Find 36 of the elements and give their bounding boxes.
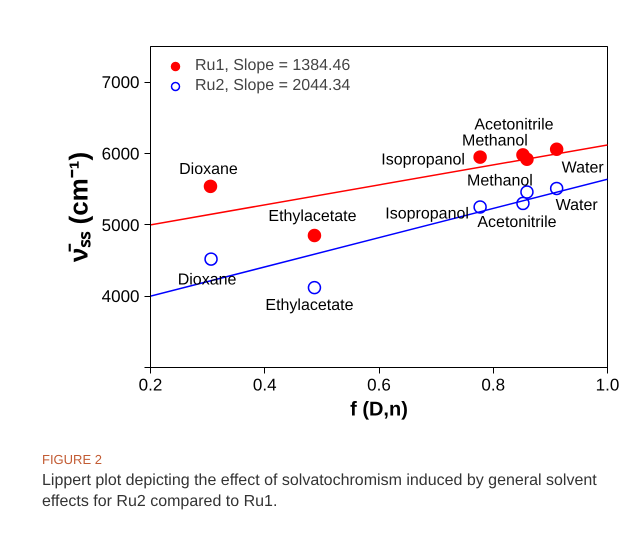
annotation: Isopropanol xyxy=(385,206,469,222)
x-tick-label: 1.0 xyxy=(596,376,620,394)
y-axis-title: ν̄ₛₛ (cm⁻¹) xyxy=(64,152,94,262)
annotation: Water xyxy=(556,196,598,214)
x-tick-label: 0.6 xyxy=(367,376,391,394)
annotation: Acetonitrile xyxy=(474,116,554,134)
point xyxy=(550,182,564,196)
legend-label: Ru1, Slope = 1384.46 xyxy=(195,57,350,75)
y-tick-label: 5000 xyxy=(102,216,140,235)
caption: FIGURE 2 xyxy=(42,452,102,469)
point xyxy=(520,185,534,199)
point xyxy=(473,200,487,214)
point xyxy=(516,196,530,210)
x-tick-label: 0.8 xyxy=(481,376,506,394)
point xyxy=(308,280,322,294)
annotation: Dioxane xyxy=(179,160,238,178)
point xyxy=(204,252,218,266)
x-tick-label: 0.4 xyxy=(252,376,277,394)
y-tick-label: 4000 xyxy=(102,287,140,306)
text: Lippert plot depicting the effect of solvatochromism induced by general solvent effects for Ru2 compared to Ru1. xyxy=(42,470,598,512)
y-tick-label: 6000 xyxy=(102,144,140,164)
annotation: Ethylacetate xyxy=(265,297,354,314)
x-tick-label: 0.2 xyxy=(138,376,162,394)
annotation: Acetonitrile xyxy=(477,214,557,231)
annotation: Methanol xyxy=(467,172,533,190)
point xyxy=(473,150,487,164)
point xyxy=(308,228,322,242)
annotation: Methanol xyxy=(462,132,528,150)
annotation: Isopropanol xyxy=(381,152,465,169)
point xyxy=(550,142,564,156)
y-tick-label: 7000 xyxy=(102,73,140,92)
annotation: Ethylacetate xyxy=(268,208,357,226)
point xyxy=(204,180,218,194)
legend-label: Ru2, Slope = 2044.34 xyxy=(195,77,350,95)
x-axis-title: f (D,n) xyxy=(350,398,408,420)
annotation: Water xyxy=(562,160,604,177)
